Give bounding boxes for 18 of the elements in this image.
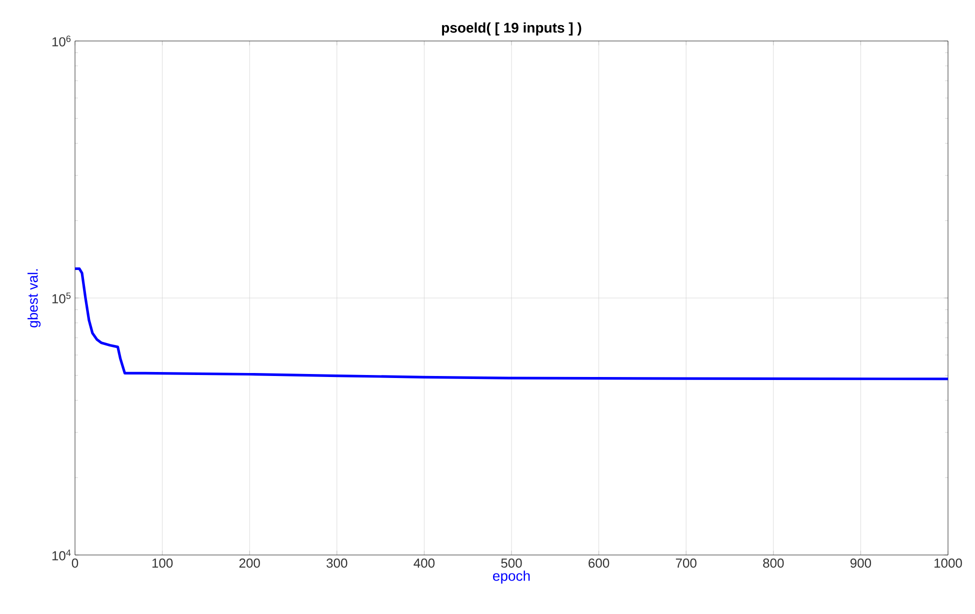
x-tick-label: 200 — [239, 558, 260, 568]
x-tick-label: 500 — [501, 558, 522, 568]
line-series — [75, 267, 948, 380]
x-tick-label: 800 — [763, 558, 784, 568]
x-tick-label: 400 — [414, 558, 435, 568]
x-tick-label: 0 — [72, 558, 78, 568]
y-tick-label: 10$^{6}$ — [52, 36, 71, 46]
x-tick-label: 300 — [326, 558, 348, 568]
x-tick-label: 700 — [676, 558, 696, 568]
x-tick-label: 900 — [850, 558, 872, 568]
x-axis-title: epoch — [493, 570, 530, 584]
x-tick-label: 600 — [588, 558, 610, 568]
y-tick-label: 10$^{4}$ — [52, 550, 71, 560]
y-axis-title: gbest val. — [28, 269, 41, 328]
x-tick-label: 100 — [152, 558, 173, 568]
x-tick-label: 1000 — [934, 558, 962, 568]
chart-title: psoeld( [ 19 inputs ] ) — [442, 22, 582, 36]
y-tick-label: 10$^{5}$ — [52, 292, 71, 304]
